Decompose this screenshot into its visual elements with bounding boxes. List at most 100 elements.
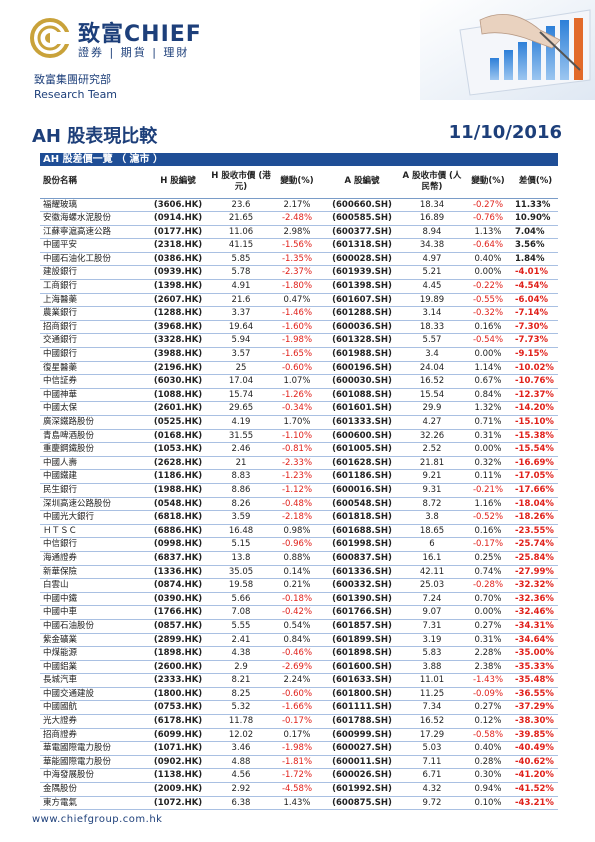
cell-h-change: -0.18% — [271, 592, 323, 607]
table-row: 民生銀行 (1988.HK) 8.86 -1.12% (600016.SH) 9.31 -0… — [40, 483, 558, 498]
cell-h-code: (2628.HK) — [145, 456, 211, 471]
table-row: 青島啤酒股份 (0168.HK) 31.55 -1.10% (600600.SH) 32.… — [40, 429, 558, 444]
cell-h-change: -1.35% — [271, 252, 323, 267]
cell-h-code: (0998.HK) — [145, 537, 211, 552]
brand-logo: 致富CHIEF 證券 | 期貨 | 理財 — [30, 14, 230, 64]
table-row: 工商銀行 (1398.HK) 4.91 -1.80% (601398.SH) 4.45 -0… — [40, 279, 558, 294]
cell-a-change: 0.94% — [463, 782, 513, 797]
cell-stock-name: 上海醫藥 — [40, 293, 145, 308]
cell-a-code: (601800.SH) — [323, 687, 401, 702]
cell-a-change: 0.12% — [463, 714, 513, 729]
cell-a-code: (600585.SH) — [323, 211, 401, 226]
cell-spread: 7.04% — [513, 225, 558, 240]
cell-spread: -9.15% — [513, 347, 558, 362]
cell-h-price: 13.8 — [211, 551, 271, 566]
cell-h-code: (1336.HK) — [145, 565, 211, 580]
cell-a-code: (600377.SH) — [323, 225, 401, 240]
table-row: 中國太保 (2601.HK) 29.65 -0.34% (601601.SH) 29.9 1… — [40, 401, 558, 416]
cell-a-change: -0.32% — [463, 306, 513, 321]
col-header-a-code: A 股編號 — [323, 166, 401, 199]
report-date: 11/10/2016 — [448, 122, 562, 143]
cell-h-price: 21.65 — [211, 211, 271, 226]
cell-a-change: -0.64% — [463, 238, 513, 253]
cell-a-price: 16.1 — [401, 551, 463, 566]
cell-h-price: 25 — [211, 361, 271, 376]
cell-a-code: (601111.SH) — [323, 700, 401, 716]
table-row: 中信証券 (6030.HK) 17.04 1.07% (600030.SH) 16.52 0… — [40, 374, 558, 389]
cell-spread: -40.49% — [513, 741, 558, 756]
table-row: 中國神華 (1088.HK) 15.74 -1.26% (601088.SH) 15.54… — [40, 388, 558, 403]
cell-a-price: 16.52 — [401, 374, 463, 389]
cell-h-price: 21.6 — [211, 293, 271, 308]
research-team: 致富集團研究部 Research Team — [34, 72, 117, 102]
table-row: 長城汽車 (2333.HK) 8.21 2.24% (601633.SH) 11.01 -1… — [40, 673, 558, 688]
cell-spread: -32.46% — [513, 605, 558, 620]
cell-a-price: 7.31 — [401, 619, 463, 634]
cell-spread: -37.29% — [513, 700, 558, 716]
brand-tagline: 證券 | 期貨 | 理財 — [78, 46, 190, 59]
cell-h-price: 2.46 — [211, 442, 271, 457]
cell-spread: -25.74% — [513, 537, 558, 552]
table-row: 東方電氣 (1072.HK) 6.38 1.43% (600875.SH) 9.72 0.1… — [40, 796, 558, 811]
table-row: 光大證券 (6178.HK) 11.78 -0.17% (601788.SH) 16.52… — [40, 714, 558, 729]
cell-a-change: -0.52% — [463, 510, 513, 525]
cell-a-code: (600600.SH) — [323, 429, 401, 444]
cell-h-price: 8.83 — [211, 469, 271, 484]
cell-a-code: (601600.SH) — [323, 660, 401, 675]
cell-stock-name: 中國鋁業 — [40, 660, 145, 675]
cell-h-change: -0.81% — [271, 442, 323, 457]
cell-a-price: 16.52 — [401, 714, 463, 729]
table-row: 中國光大銀行 (6818.HK) 3.59 -2.18% (601818.SH) 3.8-… — [40, 510, 558, 525]
cell-h-code: (6818.HK) — [145, 510, 211, 525]
cell-a-price: 5.57 — [401, 333, 463, 349]
cell-a-change: -0.22% — [463, 279, 513, 294]
research-cn: 致富集團研究部 — [34, 73, 111, 86]
cell-h-price: 3.37 — [211, 306, 271, 321]
cell-h-code: (6030.HK) — [145, 374, 211, 389]
cell-a-code: (600196.SH) — [323, 361, 401, 376]
cell-stock-name: ＨＴＳＣ — [40, 524, 145, 539]
table-row: 白雲山 (0874.HK) 19.58 0.21% (600332.SH) 25.03 -0… — [40, 578, 558, 593]
col-header-spread: 差價(%) — [513, 166, 558, 199]
cell-a-price: 9.31 — [401, 483, 463, 498]
cell-h-change: -2.18% — [271, 510, 323, 525]
cell-spread: -35.48% — [513, 673, 558, 688]
cell-h-price: 8.25 — [211, 687, 271, 702]
cell-a-code: (600332.SH) — [323, 578, 401, 593]
cell-stock-name: 福耀玻璃 — [40, 198, 145, 213]
cell-h-change: -0.46% — [271, 646, 323, 661]
cell-h-price: 2.92 — [211, 782, 271, 797]
cell-h-change: 0.98% — [271, 524, 323, 539]
cell-h-price: 3.46 — [211, 741, 271, 756]
cell-spread: -10.02% — [513, 361, 558, 376]
table-row: 中國中車 (1766.HK) 7.08 -0.42% (601766.SH) 9.07 0.… — [40, 605, 558, 620]
cell-stock-name: 中國平安 — [40, 238, 145, 253]
cell-a-code: (601288.SH) — [323, 306, 401, 321]
cell-a-change: 0.16% — [463, 320, 513, 335]
cell-spread: 3.56% — [513, 238, 558, 253]
cell-h-code: (0753.HK) — [145, 700, 211, 716]
table-row: 廣深鐵路股份 (0525.HK) 4.19 1.70% (601333.SH) 4.27 0… — [40, 415, 558, 430]
cell-h-code: (3988.HK) — [145, 347, 211, 362]
cell-a-code: (600030.SH) — [323, 374, 401, 389]
cell-a-code: (601607.SH) — [323, 293, 401, 308]
cell-spread: -10.76% — [513, 374, 558, 389]
cell-h-change: -0.34% — [271, 401, 323, 416]
cell-h-code: (1288.HK) — [145, 306, 211, 321]
cell-h-change: 0.14% — [271, 565, 323, 580]
cell-stock-name: 建設銀行 — [40, 265, 145, 281]
cell-h-price: 4.19 — [211, 415, 271, 430]
cell-h-code: (1766.HK) — [145, 605, 211, 620]
cell-a-price: 3.8 — [401, 510, 463, 525]
cell-a-price: 6.71 — [401, 768, 463, 784]
cell-spread: -40.62% — [513, 755, 558, 770]
cell-h-price: 4.56 — [211, 768, 271, 784]
cell-a-price: 7.34 — [401, 700, 463, 716]
cell-h-change: -1.10% — [271, 429, 323, 444]
brand-name: 致富CHIEF — [78, 22, 202, 47]
cell-a-code: (601005.SH) — [323, 442, 401, 457]
cell-a-price: 21.81 — [401, 456, 463, 471]
cell-a-price: 9.72 — [401, 796, 463, 811]
col-header-a-price: A 股收市價 (人民幣) — [401, 166, 463, 199]
cell-a-code: (601998.SH) — [323, 537, 401, 552]
